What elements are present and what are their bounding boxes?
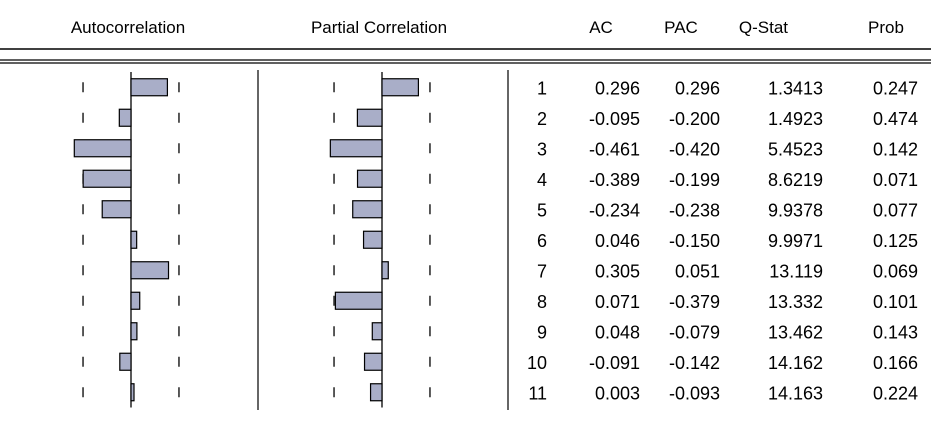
- pac-cell: -0.093: [669, 383, 720, 403]
- table-row: 11 0.003 -0.093 14.163 0.224: [528, 383, 918, 403]
- ac-cell: -0.091: [589, 353, 640, 373]
- partial-correlation-panel: [329, 72, 431, 408]
- header-ac: AC: [589, 18, 613, 37]
- pac-cell: -0.200: [669, 109, 720, 129]
- partial-correlation-bar: [371, 322, 383, 341]
- pac-cell: -0.199: [669, 170, 720, 190]
- qstat-cell: 8.6219: [768, 170, 823, 190]
- prob-cell: 0.077: [873, 200, 918, 220]
- prob-cell: 0.247: [873, 78, 918, 98]
- table-row: 5 -0.234 -0.238 9.9378 0.077: [537, 200, 918, 220]
- pac-cell: 0.051: [675, 261, 720, 281]
- table-row: 7 0.305 0.051 13.119 0.069: [537, 261, 918, 281]
- autocorrelation-bar: [118, 108, 132, 127]
- qstat-cell: 14.162: [768, 353, 823, 373]
- ac-cell: 0.003: [595, 383, 640, 403]
- autocorrelation-bar: [130, 383, 135, 402]
- prob-cell: 0.142: [873, 139, 918, 159]
- lag-cell: 11: [528, 383, 547, 403]
- header-partial-correlation: Partial Correlation: [311, 18, 447, 37]
- header-pac: PAC: [664, 18, 698, 37]
- table-row: 3 -0.461 -0.420 5.4523 0.142: [537, 139, 918, 159]
- ac-cell: 0.046: [595, 231, 640, 251]
- prob-cell: 0.224: [873, 383, 918, 403]
- lag-cell: 10: [527, 353, 547, 373]
- ac-cell: 0.296: [595, 78, 640, 98]
- qstat-cell: 13.462: [768, 322, 823, 342]
- partial-correlation-bar: [356, 169, 383, 188]
- table-row: 6 0.046 -0.150 9.9971 0.125: [537, 231, 918, 251]
- autocorrelation-bar: [130, 78, 169, 97]
- qstat-cell: 13.332: [768, 292, 823, 312]
- ac-cell: -0.095: [589, 109, 640, 129]
- partial-correlation-bar: [381, 78, 420, 97]
- qstat-cell: 13.119: [769, 261, 823, 281]
- pac-cell: -0.379: [669, 292, 720, 312]
- ac-cell: 0.305: [595, 261, 640, 281]
- pac-cell: 0.296: [675, 78, 720, 98]
- autocorrelation-bar: [130, 230, 138, 249]
- lag-cell: 1: [537, 78, 547, 98]
- prob-cell: 0.166: [873, 353, 918, 373]
- ac-cell: 0.048: [595, 322, 640, 342]
- prob-cell: 0.071: [873, 170, 918, 190]
- prob-cell: 0.125: [873, 231, 918, 251]
- qstat-cell: 5.4523: [768, 139, 823, 159]
- lag-cell: 8: [537, 292, 547, 312]
- lag-cell: 9: [537, 322, 547, 342]
- autocorrelation-bar: [130, 261, 170, 280]
- prob-cell: 0.143: [873, 322, 918, 342]
- header-autocorrelation: Autocorrelation: [71, 18, 185, 37]
- autocorrelation-bar: [130, 322, 138, 341]
- lag-cell: 4: [537, 170, 547, 190]
- table-row: 8 0.071 -0.379 13.332 0.101: [537, 292, 918, 312]
- autocorrelation-bar: [119, 352, 132, 371]
- qstat-cell: 14.163: [768, 383, 823, 403]
- qstat-cell: 9.9378: [768, 200, 823, 220]
- lag-cell: 6: [537, 231, 547, 251]
- partial-correlation-bar: [356, 108, 383, 127]
- lag-cell: 2: [537, 109, 547, 129]
- qstat-cell: 1.3413: [768, 78, 823, 98]
- table-row: 2 -0.095 -0.200 1.4923 0.474: [537, 109, 918, 129]
- partial-correlation-bar: [352, 200, 383, 219]
- autocorrelation-bar: [101, 200, 132, 219]
- autocorrelation-bar: [73, 139, 132, 158]
- autocorrelation-bar: [130, 291, 141, 310]
- statistics-table: 1 0.296 0.296 1.3413 0.247 2 -0.095 -0.200 1.492…: [527, 78, 918, 403]
- partial-correlation-bar: [369, 383, 383, 402]
- pac-cell: -0.238: [669, 200, 720, 220]
- pac-cell: -0.142: [669, 353, 720, 373]
- lag-cell: 7: [537, 261, 547, 281]
- partial-correlation-bar: [381, 261, 389, 280]
- pac-cell: -0.150: [669, 231, 720, 251]
- lag-cell: 5: [537, 200, 547, 220]
- pac-cell: -0.079: [669, 322, 720, 342]
- partial-correlation-bar: [362, 230, 383, 249]
- qstat-cell: 9.9971: [768, 231, 823, 251]
- autocorrelation-panel: [73, 72, 180, 408]
- autocorrelation-bar: [82, 169, 132, 188]
- ac-cell: -0.234: [589, 200, 640, 220]
- prob-cell: 0.069: [873, 261, 918, 281]
- header-qstat: Q-Stat: [739, 18, 788, 37]
- prob-cell: 0.101: [873, 292, 918, 312]
- partial-correlation-bar: [334, 291, 383, 310]
- ac-cell: -0.461: [589, 139, 640, 159]
- table-row: 1 0.296 0.296 1.3413 0.247: [537, 78, 918, 98]
- ac-cell: -0.389: [589, 170, 640, 190]
- qstat-cell: 1.4923: [768, 109, 823, 129]
- pac-cell: -0.420: [669, 139, 720, 159]
- lag-cell: 3: [537, 139, 547, 159]
- ac-cell: 0.071: [595, 292, 640, 312]
- partial-correlation-bar: [363, 352, 383, 371]
- table-row: 9 0.048 -0.079 13.462 0.143: [537, 322, 918, 342]
- prob-cell: 0.474: [873, 109, 918, 129]
- table-row: 10 -0.091 -0.142 14.162 0.166: [527, 353, 918, 373]
- table-row: 4 -0.389 -0.199 8.6219 0.071: [537, 170, 918, 190]
- partial-correlation-bar: [329, 139, 383, 158]
- header-prob: Prob: [868, 18, 904, 37]
